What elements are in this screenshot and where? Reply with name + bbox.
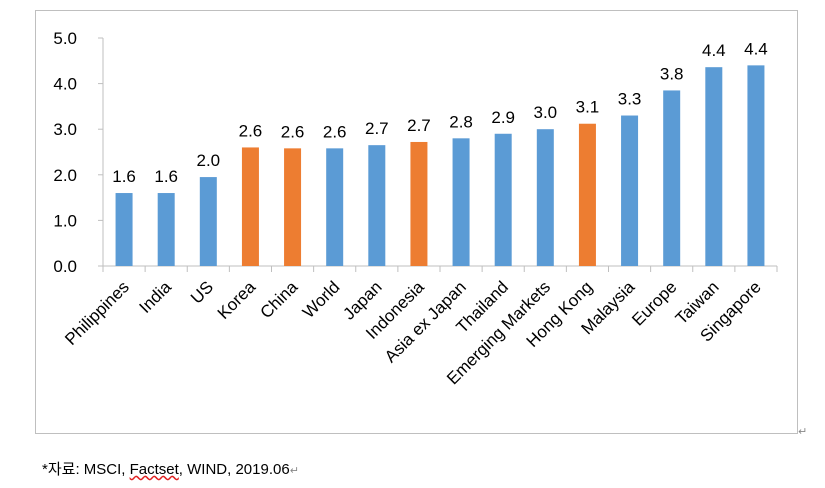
bar [452, 138, 470, 266]
bar [536, 129, 554, 266]
x-tick-label: Philippines [61, 277, 133, 349]
paragraph-mark-note: ↵ [289, 465, 299, 477]
data-label: 1.6 [112, 167, 136, 186]
x-tick-label: US [187, 277, 217, 307]
y-tick-label: 1.0 [53, 211, 77, 230]
data-label: 3.1 [576, 98, 600, 117]
source-note-prefix: *자료: MSCI, [42, 461, 130, 478]
bar [410, 141, 428, 266]
data-label: 4.4 [744, 39, 768, 58]
bar [368, 145, 386, 266]
x-tick-label: India [136, 277, 176, 317]
bar [241, 147, 259, 266]
bar [284, 148, 302, 266]
y-tick-label: 4.0 [53, 75, 77, 94]
data-label: 2.8 [449, 112, 473, 131]
bar [747, 65, 765, 266]
data-label: 2.7 [365, 119, 389, 138]
bar [157, 193, 175, 266]
data-label: 2.6 [239, 121, 263, 140]
bar-chart: 0.0 1.0 2.0 3.0 4.0 5.0 1.6 Philippines 1.6 India… [53, 29, 778, 388]
chart-frame: 0.0 1.0 2.0 3.0 4.0 5.0 1.6 Philippines 1.6 India… [35, 10, 798, 434]
y-tick-label: 0.0 [53, 257, 77, 276]
bar [494, 133, 512, 266]
data-label: 1.6 [154, 167, 178, 186]
data-label: 3.3 [618, 90, 642, 109]
data-label: 3.0 [533, 103, 557, 122]
source-note: *자료: MSCI, Factset, WIND, 2019.06↵ [42, 458, 299, 479]
x-tick-label: Europe [628, 277, 680, 329]
bar [199, 177, 217, 266]
data-label: 2.6 [323, 122, 347, 141]
bar [663, 90, 681, 266]
x-tick-label: China [257, 277, 302, 322]
bar [621, 115, 639, 267]
data-label: 2.0 [196, 151, 220, 170]
y-tick-label: 2.0 [53, 166, 77, 185]
source-note-factset: Factset [129, 461, 179, 478]
data-label: 2.9 [491, 108, 515, 127]
x-tick-label: World [299, 277, 344, 322]
paragraph-mark: ↵ [798, 426, 808, 438]
x-tick-label: Korea [214, 277, 260, 323]
bar [326, 148, 344, 266]
source-note-suffix: , WIND, 2019.06 [178, 461, 290, 478]
y-tick-label: 5.0 [53, 29, 77, 48]
bar [578, 123, 596, 266]
bar [705, 67, 723, 267]
y-tick-label: 3.0 [53, 120, 77, 139]
data-label: 2.7 [407, 116, 431, 135]
bar [115, 193, 133, 266]
data-label: 3.8 [660, 64, 684, 83]
data-label: 2.6 [281, 122, 305, 141]
data-label: 4.4 [702, 41, 726, 60]
